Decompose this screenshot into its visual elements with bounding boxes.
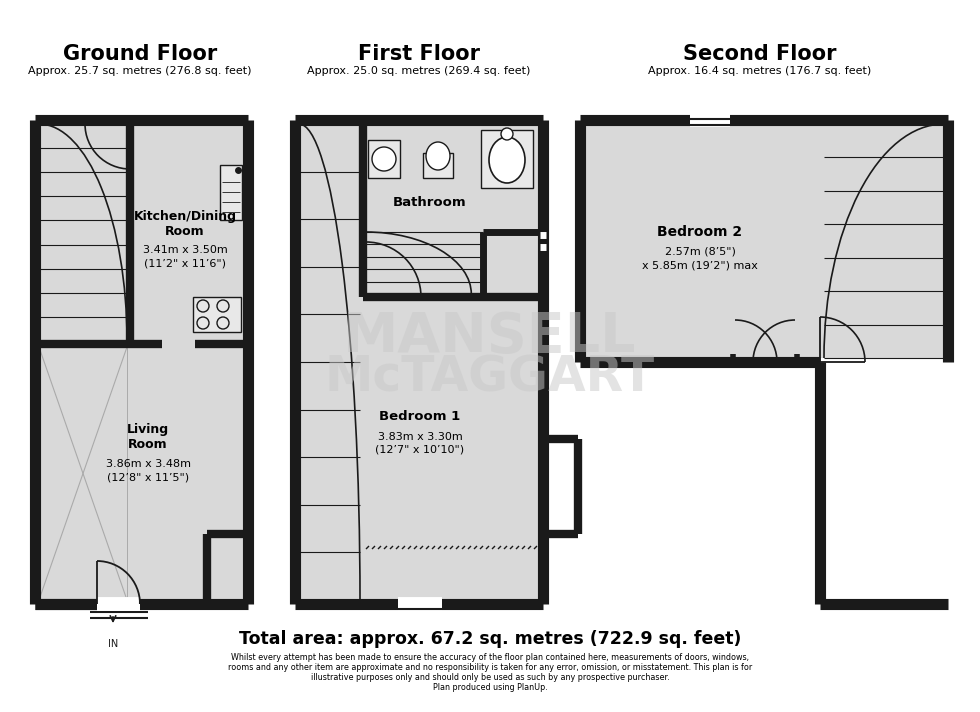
Bar [39,124,244,600]
Ellipse shape [489,137,525,183]
Text: Total area: approx. 67.2 sq. metres (722.9 sq. feet): Total area: approx. 67.2 sq. metres (722… [239,630,741,648]
Circle shape [501,128,513,140]
Text: (11’2" x 11’6"): (11’2" x 11’6") [144,258,226,268]
Text: Plan produced using PlanUp.: Plan produced using PlanUp. [432,683,548,691]
Bar [423,153,453,178]
Bar [299,124,539,600]
Bar [39,347,127,600]
Text: Kitchen/Dining
Room: Kitchen/Dining Room [133,210,236,238]
Bar [584,124,944,358]
Text: Approx. 25.0 sq. metres (269.4 sq. feet): Approx. 25.0 sq. metres (269.4 sq. feet) [308,66,531,76]
Text: 3.86m x 3.48m: 3.86m x 3.48m [106,459,190,469]
Text: Bedroom 1: Bedroom 1 [379,411,461,424]
Text: x 5.85m (19’2") max: x 5.85m (19’2") max [642,260,758,270]
Bar [368,140,400,178]
Text: Approx. 16.4 sq. metres (176.7 sq. feet): Approx. 16.4 sq. metres (176.7 sq. feet) [649,66,871,76]
Text: rooms and any other item are approximate and no responsibility is taken for any : rooms and any other item are approximate… [228,662,752,671]
Text: Bedroom 2: Bedroom 2 [658,225,743,239]
Text: (12’8" x 11’5"): (12’8" x 11’5") [107,472,189,482]
Bar [193,297,241,332]
Text: MANSELL: MANSELL [343,310,637,364]
Text: Second Floor: Second Floor [683,44,837,64]
Text: IN: IN [108,639,119,649]
Text: Ground Floor: Ground Floor [63,44,218,64]
Bar [481,130,533,188]
Text: Bathroom: Bathroom [393,196,466,209]
Circle shape [372,147,396,171]
Text: (12’7" x 10’10"): (12’7" x 10’10") [375,444,465,454]
Text: First Floor: First Floor [358,44,480,64]
Text: Whilst every attempt has been made to ensure the accuracy of the floor plan cont: Whilst every attempt has been made to en… [231,652,749,661]
Ellipse shape [426,142,450,170]
Text: McTAGGART: McTAGGART [325,353,655,401]
Text: 3.83m x 3.30m: 3.83m x 3.30m [377,432,463,442]
Text: Approx. 25.7 sq. metres (276.8 sq. feet): Approx. 25.7 sq. metres (276.8 sq. feet) [28,66,252,76]
Text: 2.57m (8’5"): 2.57m (8’5") [664,247,735,257]
Text: 3.41m x 3.50m: 3.41m x 3.50m [143,245,227,255]
Bar [220,165,242,220]
Bar [824,366,944,600]
Text: illustrative purposes only and should only be used as such by any prospective pu: illustrative purposes only and should on… [311,673,669,681]
Text: Living
Room: Living Room [127,423,170,451]
